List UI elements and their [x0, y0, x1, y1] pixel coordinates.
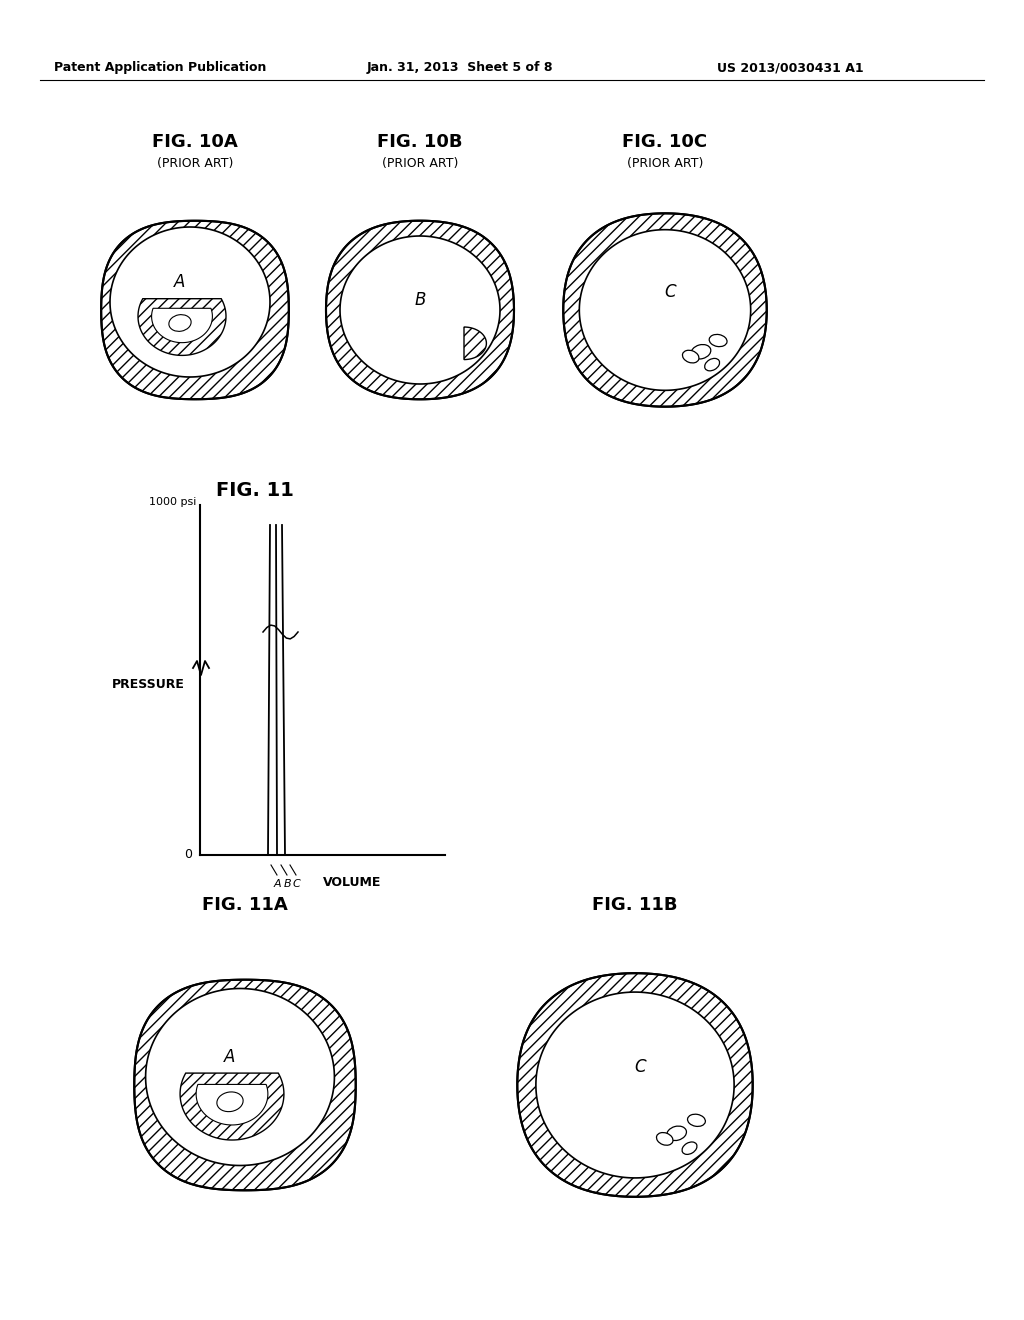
Text: US 2013/0030431 A1: US 2013/0030431 A1	[717, 62, 863, 74]
Text: A: A	[224, 1048, 236, 1067]
Text: A: A	[274, 879, 282, 888]
Text: C: C	[634, 1059, 646, 1076]
Ellipse shape	[217, 1092, 243, 1111]
Text: B: B	[284, 879, 292, 888]
Text: (PRIOR ART): (PRIOR ART)	[157, 157, 233, 170]
Text: FIG. 10A: FIG. 10A	[153, 133, 238, 150]
Polygon shape	[197, 1085, 268, 1125]
Ellipse shape	[682, 350, 699, 363]
Ellipse shape	[691, 345, 711, 359]
Text: 0: 0	[184, 849, 193, 862]
Text: VOLUME: VOLUME	[324, 876, 382, 890]
Polygon shape	[536, 993, 734, 1177]
Polygon shape	[517, 973, 753, 1197]
Ellipse shape	[656, 1133, 673, 1146]
Polygon shape	[145, 989, 335, 1166]
Text: FIG. 11A: FIG. 11A	[202, 896, 288, 913]
Ellipse shape	[705, 359, 720, 371]
Ellipse shape	[710, 334, 727, 347]
Text: Jan. 31, 2013  Sheet 5 of 8: Jan. 31, 2013 Sheet 5 of 8	[367, 62, 553, 74]
Polygon shape	[110, 227, 270, 378]
Text: C: C	[293, 879, 301, 888]
Text: A: A	[174, 273, 185, 290]
Text: FIG. 11B: FIG. 11B	[592, 896, 678, 913]
Text: PRESSURE: PRESSURE	[112, 678, 184, 692]
Ellipse shape	[682, 1142, 697, 1155]
Polygon shape	[180, 1073, 284, 1140]
Text: FIG. 10B: FIG. 10B	[377, 133, 463, 150]
Text: B: B	[415, 290, 426, 309]
Polygon shape	[580, 230, 751, 391]
Polygon shape	[152, 309, 212, 343]
Polygon shape	[563, 214, 767, 407]
Text: FIG. 11: FIG. 11	[216, 480, 294, 499]
Polygon shape	[464, 327, 486, 359]
Ellipse shape	[169, 314, 191, 331]
Ellipse shape	[667, 1126, 686, 1140]
Text: FIG. 10C: FIG. 10C	[623, 133, 708, 150]
Polygon shape	[101, 220, 289, 399]
Polygon shape	[326, 220, 514, 399]
Polygon shape	[138, 298, 226, 355]
Polygon shape	[134, 979, 355, 1191]
Text: (PRIOR ART): (PRIOR ART)	[627, 157, 703, 170]
Text: 1000 psi: 1000 psi	[148, 498, 196, 507]
Polygon shape	[340, 236, 500, 384]
Text: Patent Application Publication: Patent Application Publication	[54, 62, 266, 74]
Ellipse shape	[687, 1114, 706, 1126]
Text: C: C	[665, 282, 676, 301]
Text: (PRIOR ART): (PRIOR ART)	[382, 157, 458, 170]
